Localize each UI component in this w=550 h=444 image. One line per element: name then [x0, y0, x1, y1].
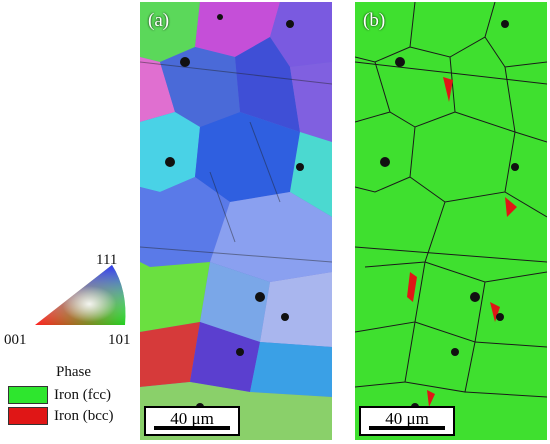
legend-item-bcc: Iron (bcc): [8, 406, 114, 426]
legend-item-fcc: Iron (fcc): [8, 385, 111, 405]
legend-swatch-bcc: [8, 407, 48, 425]
ipf-color-key-triangle: [35, 265, 126, 325]
orientation-map-image: [140, 2, 332, 440]
phase-map: (b) 40 μm: [355, 2, 547, 440]
panel-a-label: (a): [148, 10, 170, 31]
scale-bar-a-text: 40 μm: [170, 409, 214, 428]
phase-map-image: [355, 2, 547, 440]
ipf-label-001: 001: [4, 332, 27, 348]
panel-b-label: (b): [363, 10, 386, 31]
legend-swatch-fcc: [8, 386, 48, 404]
scale-bar-b: 40 μm: [359, 406, 455, 436]
scale-bar-b-line: [369, 426, 445, 430]
scale-bar-b-text: 40 μm: [385, 409, 429, 428]
legend-title: Phase: [56, 364, 91, 380]
ipf-orientation-map: (a) 40 μm: [140, 2, 332, 440]
legend-label-fcc: Iron (fcc): [54, 386, 112, 403]
ipf-label-101: 101: [108, 332, 131, 348]
legend-label-bcc: Iron (bcc): [54, 407, 114, 424]
ipf-label-111: 111: [96, 252, 118, 268]
scale-bar-a: 40 μm: [144, 406, 240, 436]
scale-bar-a-line: [154, 426, 230, 430]
